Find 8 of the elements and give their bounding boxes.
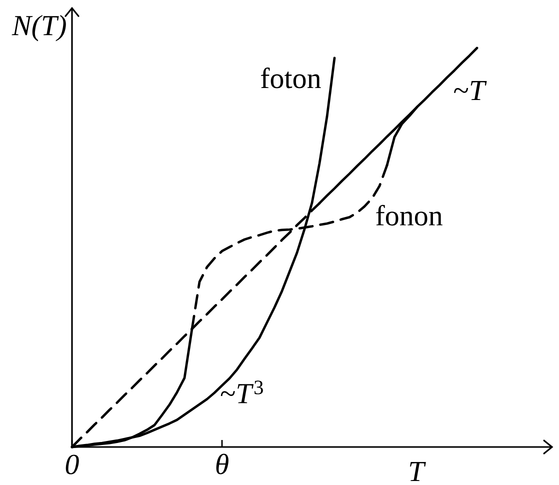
x-tick-label: θ	[216, 454, 228, 474]
y-axis-title: N(T)	[12, 14, 66, 42]
x-tick-label: 0	[66, 454, 79, 474]
series-label: fonon	[376, 204, 442, 226]
series-label: ~T	[454, 81, 487, 100]
x-axis-title: T	[410, 462, 426, 481]
series-label: foton	[260, 68, 321, 88]
annotation: ~T$^{3}$	[220, 380, 263, 404]
